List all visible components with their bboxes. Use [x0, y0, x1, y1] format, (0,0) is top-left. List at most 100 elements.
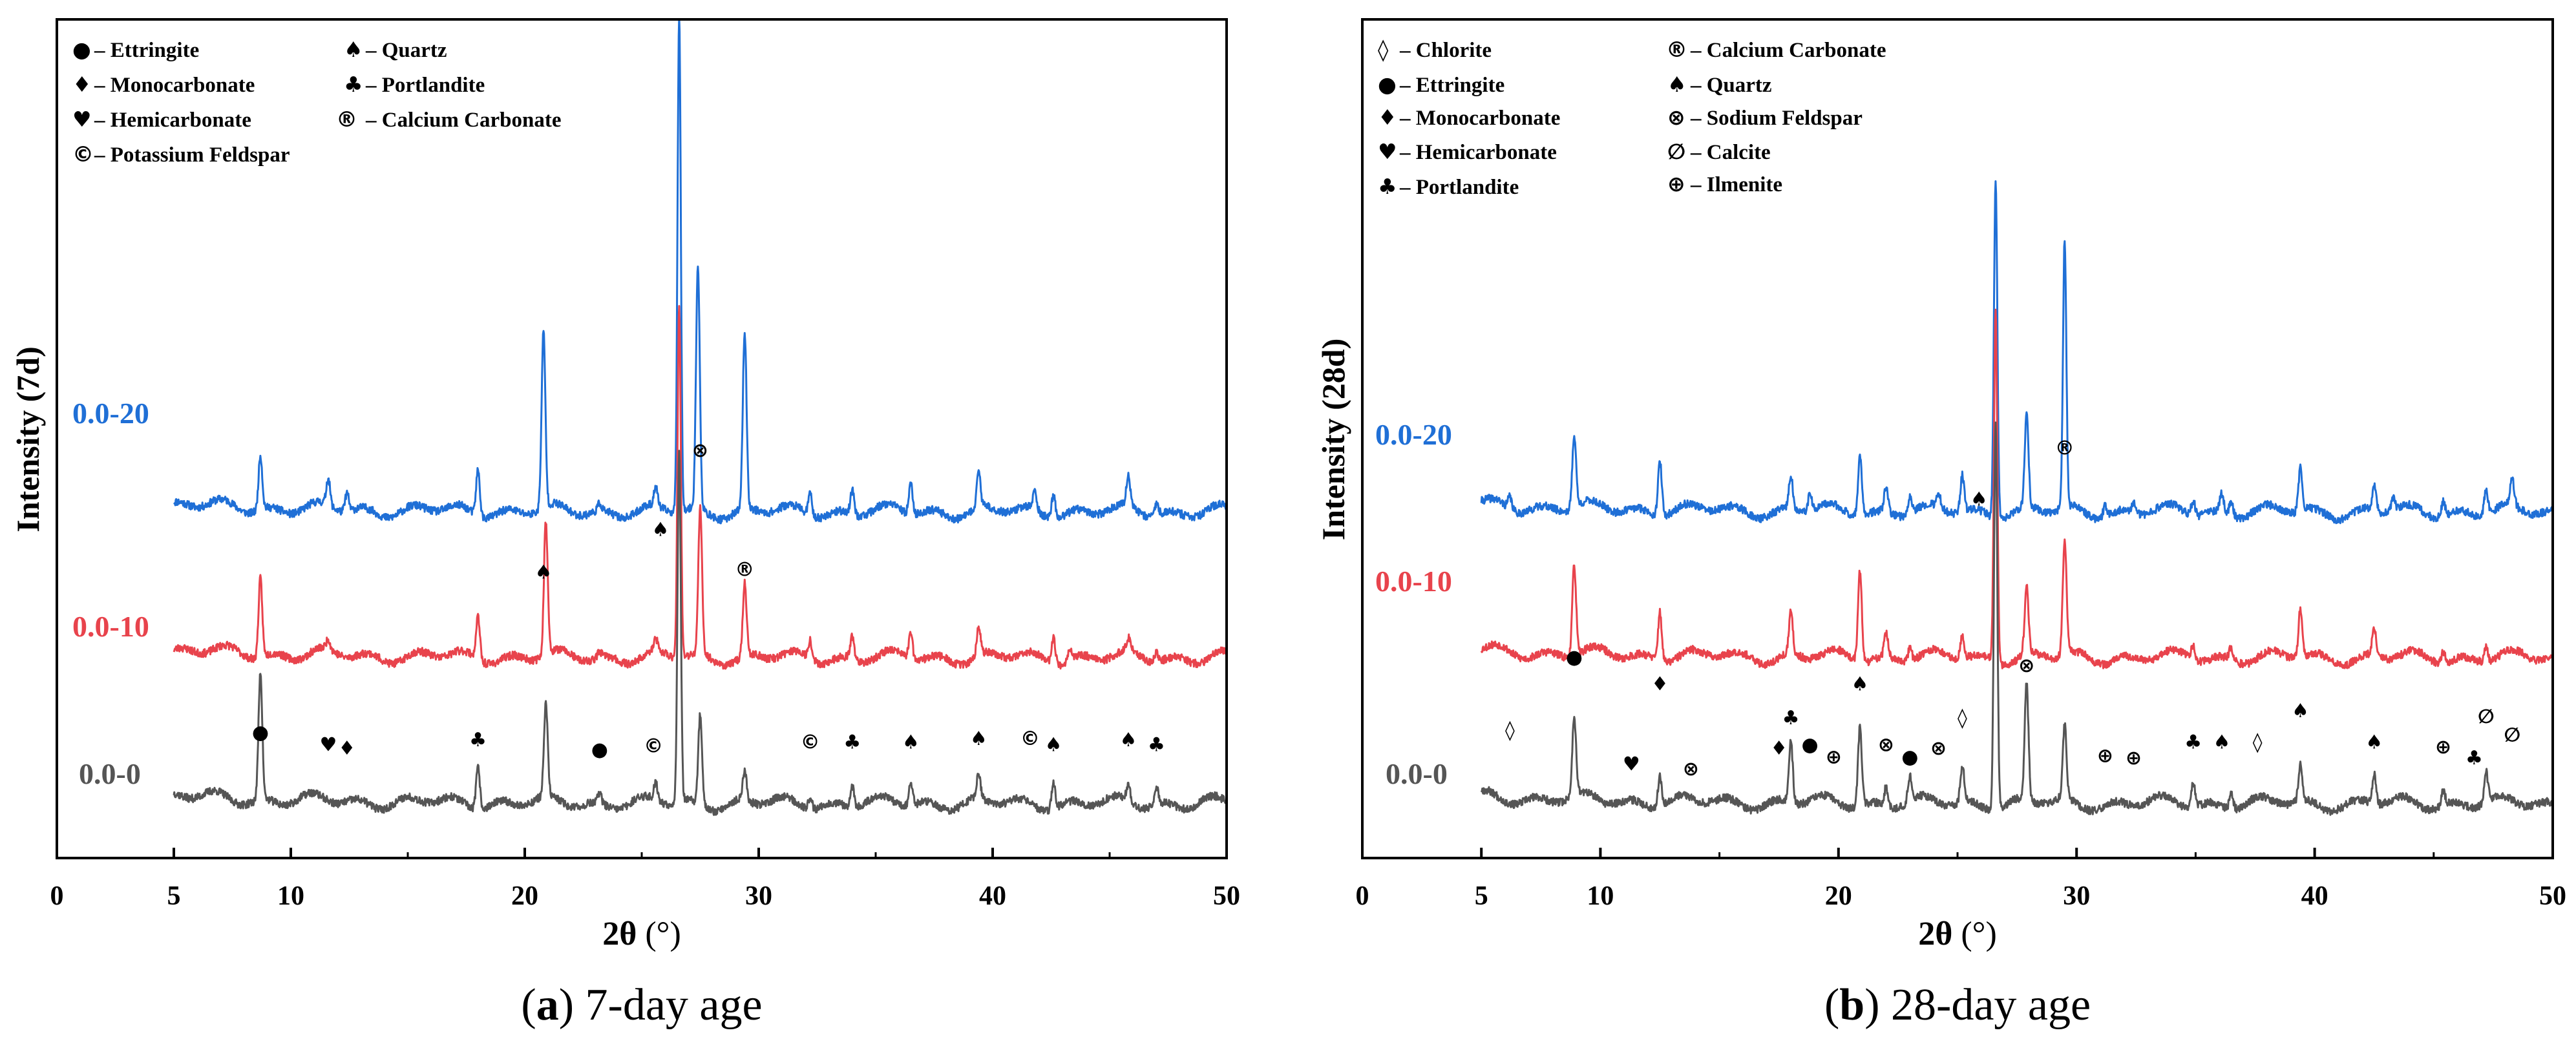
- phase-marker: ♠: [970, 728, 987, 750]
- phase-marker: ◊: [2253, 731, 2263, 754]
- legend-label-ettringite: – Ettringite: [1399, 74, 1504, 97]
- x-tick-label-30: 30: [745, 881, 772, 911]
- phase-marker: ®: [2055, 437, 2075, 459]
- legend-label-chlorite: – Chlorite: [1399, 39, 1492, 62]
- phase-marker: ♠: [535, 561, 553, 583]
- legend-label-quartz: – Quartz: [1690, 74, 1772, 97]
- legend-symbol-portlandite: ♣: [344, 72, 363, 97]
- x-tick-label-30: 30: [2063, 881, 2090, 911]
- phase-marker: ⊗: [2018, 655, 2034, 677]
- phase-marker: ●: [591, 739, 608, 761]
- panel-caption: (b) 28-day age: [1824, 980, 2091, 1030]
- legend-label-quartz: – Quartz: [365, 39, 447, 62]
- legend-symbol-sodium-feldspar: ⊗: [1667, 105, 1685, 130]
- x-axis-title: 2θ (°): [602, 916, 681, 952]
- legend-label-hemicarbonate: – Hemicarbonate: [94, 109, 251, 132]
- y-axis-title: Intensity (28d): [1315, 339, 1351, 541]
- x-tick-label-10: 10: [277, 881, 304, 911]
- phase-marker: ◊: [1958, 707, 1967, 729]
- x-tick-label-20: 20: [511, 881, 538, 911]
- phase-marker: ⊕: [2126, 747, 2142, 770]
- legend-symbol-portlandite: ♣: [1378, 174, 1397, 199]
- phase-marker: ♠: [902, 731, 920, 754]
- x-tick-label-40: 40: [2301, 881, 2328, 911]
- x-tick-label-10: 10: [1587, 881, 1614, 911]
- phase-marker: ♣: [2465, 747, 2483, 770]
- x-axis-title: 2θ (°): [1918, 916, 1997, 952]
- phase-marker: ♠: [1045, 733, 1062, 756]
- legend-label-ilmenite: – Ilmenite: [1690, 173, 1782, 196]
- legend-symbol-calcite: ∅: [1667, 139, 1685, 164]
- legend: ◊ – Chlorite ● – Ettringite ♦ – Monocarb…: [1378, 37, 1886, 199]
- panel-caption: (a) 7-day age: [521, 980, 762, 1030]
- phase-marker: ♠: [652, 518, 670, 541]
- series-label-0-0-10: 0.0-10: [1375, 565, 1452, 598]
- x-tick-label-40: 40: [979, 881, 1006, 911]
- phase-marker: ∅: [2504, 724, 2521, 746]
- series-label-0-0-20: 0.0-20: [72, 397, 149, 430]
- diffraction-patterns: [173, 21, 1225, 816]
- phase-marker: ♥: [1623, 753, 1640, 776]
- legend-symbol-hemicarbonate: ♥: [72, 107, 92, 132]
- phase-marker: ♣: [2184, 731, 2202, 754]
- phase-marker: ♣: [1148, 733, 1165, 756]
- series-label-0-0-0: 0.0-0: [1386, 757, 1448, 790]
- legend-symbol-chlorite: ◊: [1378, 37, 1389, 62]
- phase-marker: ©: [801, 731, 820, 754]
- x-tick-label-20: 20: [1825, 881, 1852, 911]
- phase-marker: ⊕: [2097, 744, 2113, 767]
- panel-b-28-day: 0 5 10 20 30 40 50 ◊●♥♦⊗♦♣●⊕♠⊗● ⊗◊♠⊗®⊕ ⊕♣ ♠ ◊♠♠ ⊕ ♣∅…: [1315, 18, 2566, 1030]
- legend-label-calcium-carbonate: – Calcium Carbonate: [1690, 39, 1886, 62]
- legend-symbol-hemicarbonate: ♥: [1378, 139, 1397, 164]
- phase-marker: ◊: [1505, 719, 1515, 742]
- caption-letter: b: [1839, 980, 1864, 1030]
- phase-marker: ♠: [2365, 731, 2383, 754]
- phase-marker: ♦: [1651, 673, 1669, 695]
- series-0-0-0: [173, 450, 1225, 816]
- phase-marker: ●: [252, 722, 269, 744]
- phase-marker: ©: [1020, 728, 1040, 750]
- phase-marker: ⊗: [1930, 737, 1947, 760]
- series-label-0-0-0: 0.0-0: [79, 757, 141, 790]
- phase-marker: ●: [1901, 746, 1918, 768]
- phase-markers: ●♥ ♦ ♣♠● ©♠⊗®© ♣ ♠ ♠ © ♠ ♠ ♣: [252, 439, 1165, 761]
- phase-marker: ©: [644, 735, 663, 757]
- legend-label-calcium-carbonate: – Calcium Carbonate: [365, 109, 561, 132]
- phase-marker: ♣: [469, 729, 487, 751]
- legend-label-portlandite: – Portlandite: [1399, 176, 1519, 199]
- legend-symbol-ettringite: ●: [72, 37, 91, 62]
- legend-label-portlandite: – Portlandite: [365, 74, 485, 97]
- series-0-0-20: [173, 21, 1225, 525]
- legend-label-calcite: – Calcite: [1690, 141, 1771, 164]
- legend-symbol-potassium-feldspar: ©: [72, 141, 94, 167]
- series-0-0-10: [173, 305, 1225, 670]
- phase-marker: ®: [735, 559, 754, 582]
- x-tick-label-5: 5: [1475, 881, 1488, 911]
- legend-symbol-monocarbonate: ♦: [72, 72, 92, 97]
- series-0-0-20: [1480, 180, 2551, 525]
- x-axis-unit: (°): [1952, 916, 1996, 952]
- legend-label-hemicarbonate: – Hemicarbonate: [1399, 141, 1557, 164]
- phase-marker: ♣: [1782, 707, 1800, 729]
- x-axis-unit: (°): [637, 916, 681, 952]
- legend-symbol-ettringite: ●: [1378, 72, 1397, 97]
- phase-marker: ∅: [2478, 706, 2495, 728]
- legend-symbol-quartz: ♠: [1667, 72, 1687, 97]
- caption-text: 28-day age: [1880, 980, 2091, 1030]
- series-label-0-0-10: 0.0-10: [72, 610, 149, 643]
- series-0-0-10: [1480, 308, 2551, 669]
- legend-label-monocarbonate: – Monocarbonate: [1399, 107, 1560, 130]
- legend-label-ettringite: – Ettringite: [94, 39, 199, 62]
- caption-letter: a: [536, 980, 559, 1030]
- caption-text: 7-day age: [574, 980, 763, 1030]
- phase-marker: ♠: [1852, 673, 1869, 695]
- panel-a-7-day: 0 5 10 20 30 40 50 ●♥ ♦ ♣♠● ©♠⊗®© ♣ ♠ ♠ © ♠ ♠ ♣ ● – Ettr…: [10, 18, 1240, 1030]
- legend-label-potassium-feldspar: – Potassium Feldspar: [94, 143, 290, 167]
- phase-marker: ♠: [2213, 731, 2230, 754]
- x-tick-label-50: 50: [2539, 881, 2566, 911]
- series-0-0-0: [1480, 421, 2551, 816]
- phase-marker: ●: [1566, 646, 1583, 669]
- legend-symbol-quartz: ♠: [344, 37, 363, 62]
- phase-marker: ♦: [338, 737, 355, 760]
